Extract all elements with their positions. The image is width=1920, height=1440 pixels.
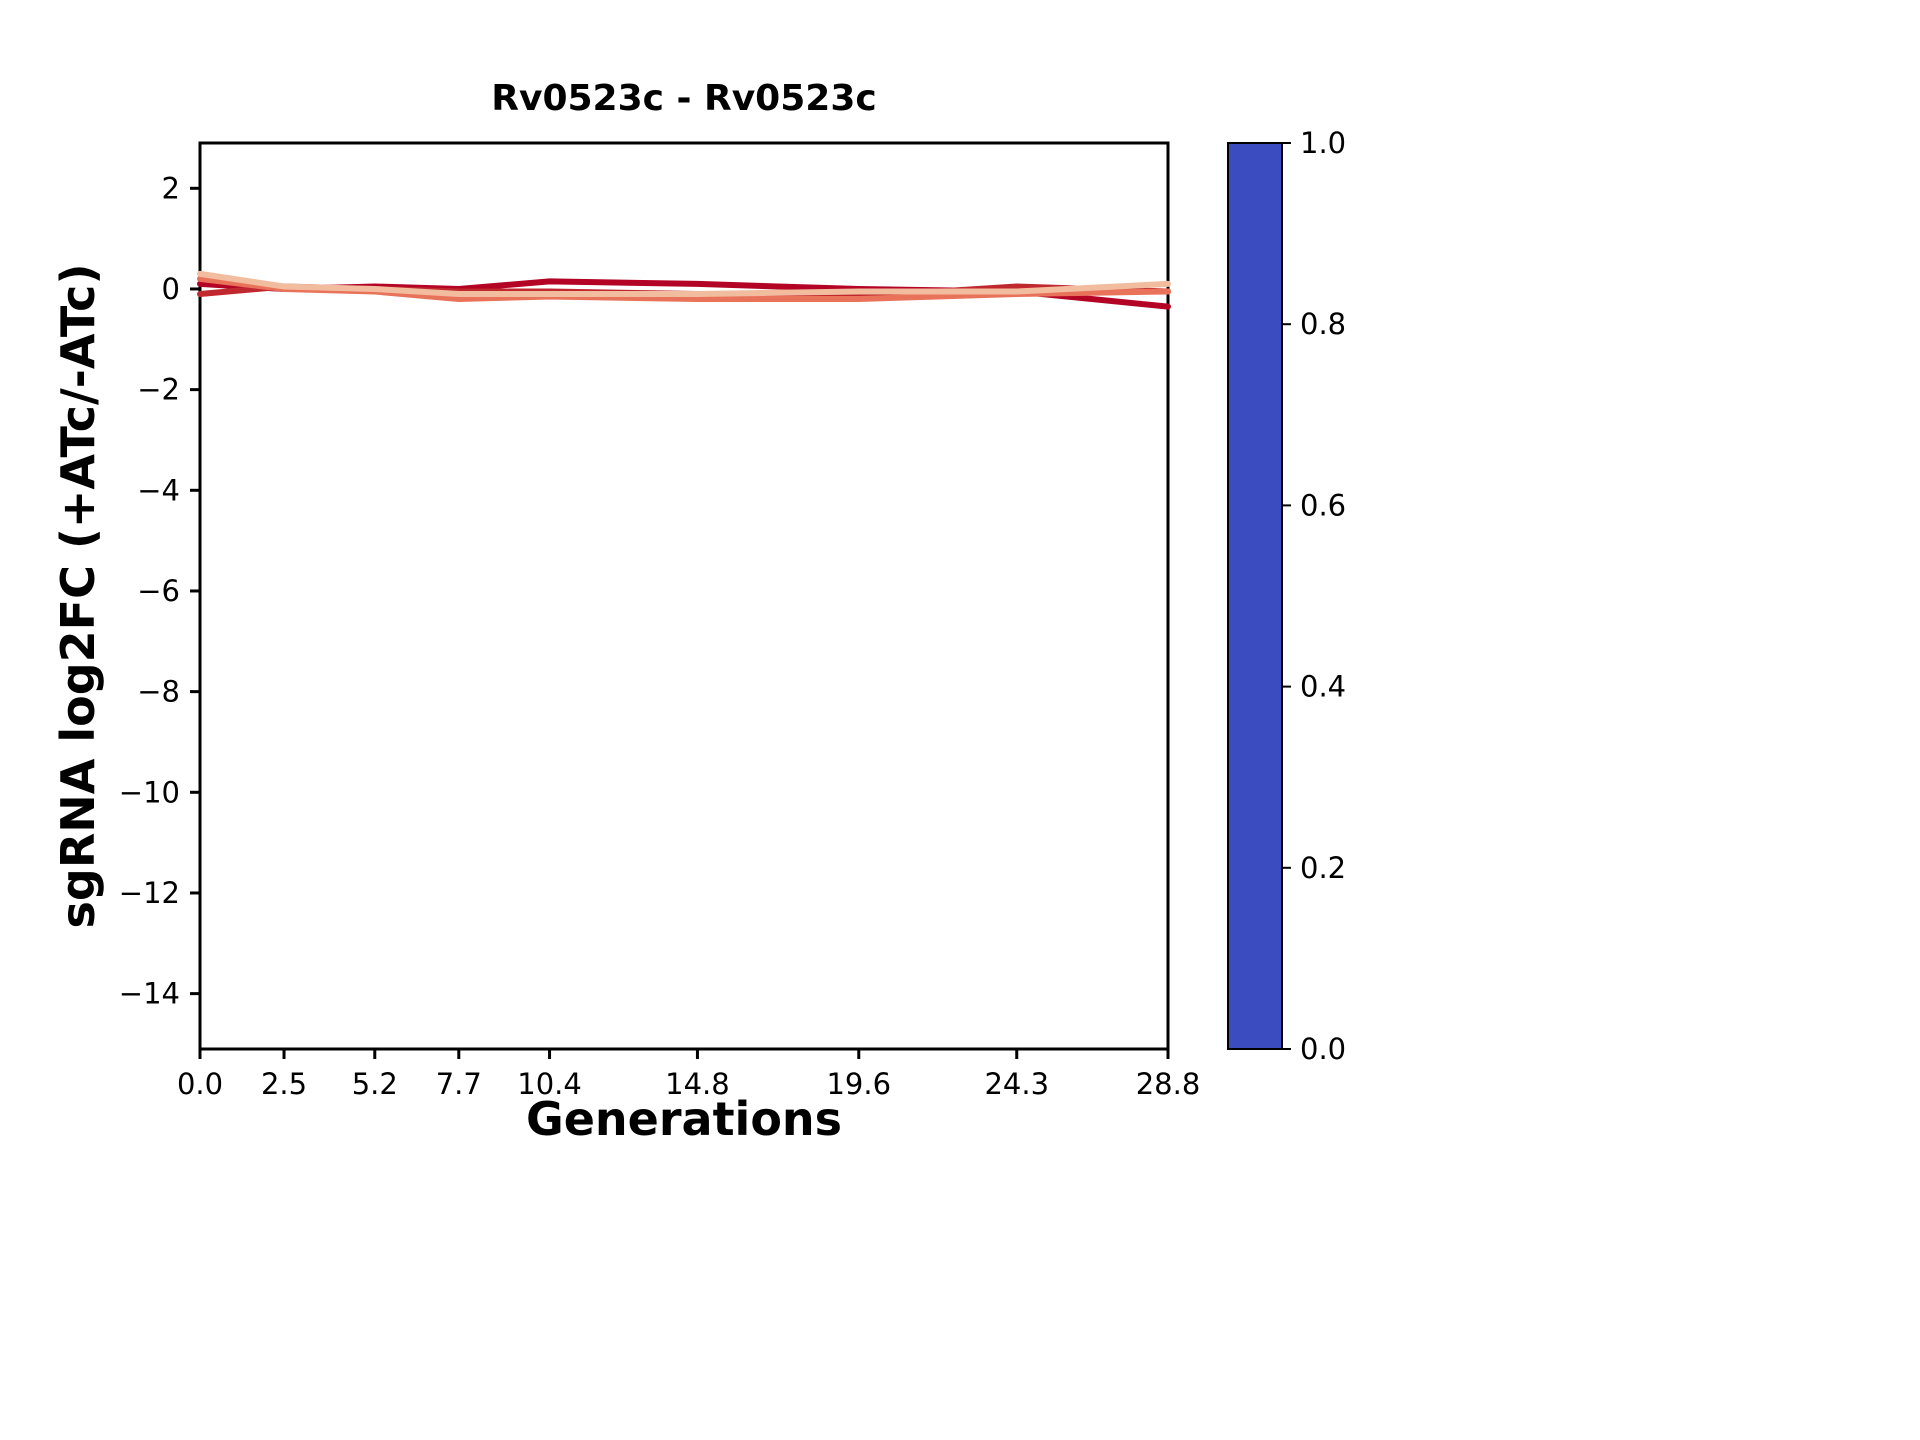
colorbar-tick-label: 0.2: [1300, 851, 1346, 885]
x-tick-label: 0.0: [177, 1067, 223, 1101]
colorbar-tick-label: 0.4: [1300, 670, 1346, 704]
x-tick-label: 2.5: [261, 1067, 307, 1101]
y-tick-label: −4: [137, 473, 180, 507]
data-line-series-4: [197, 270, 1171, 297]
x-tick-label: 24.3: [984, 1067, 1049, 1101]
y-tick-label: 0: [162, 272, 180, 306]
y-tick-label: −14: [119, 977, 180, 1011]
colorbar-tick-label: 0.0: [1300, 1032, 1346, 1066]
y-tick-label: 2: [162, 171, 180, 205]
y-tick-label: −6: [137, 574, 180, 608]
x-tick-label: 5.2: [352, 1067, 398, 1101]
x-tick-label: 10.4: [517, 1067, 582, 1101]
colorbar-tick-label: 0.8: [1300, 307, 1346, 341]
colorbar-tick-label: 1.0: [1300, 126, 1346, 160]
x-tick-label: 7.7: [436, 1067, 482, 1101]
x-tick-label: 28.8: [1136, 1067, 1201, 1101]
y-tick-label: −10: [119, 775, 180, 809]
x-tick-label: 19.6: [826, 1067, 891, 1101]
axes-frame: [198, 141, 1170, 1051]
colorbar: [1227, 142, 1283, 1050]
colorbar-tick-label: 0.6: [1300, 488, 1346, 522]
y-tick-label: −12: [119, 876, 180, 910]
chart-title: Rv0523c - Rv0523c: [491, 78, 877, 119]
x-tick-label: 14.8: [665, 1067, 730, 1101]
y-tick-label: −2: [137, 373, 180, 407]
x-axis-label: Generations: [525, 1092, 843, 1146]
y-tick-label: −8: [137, 675, 180, 709]
